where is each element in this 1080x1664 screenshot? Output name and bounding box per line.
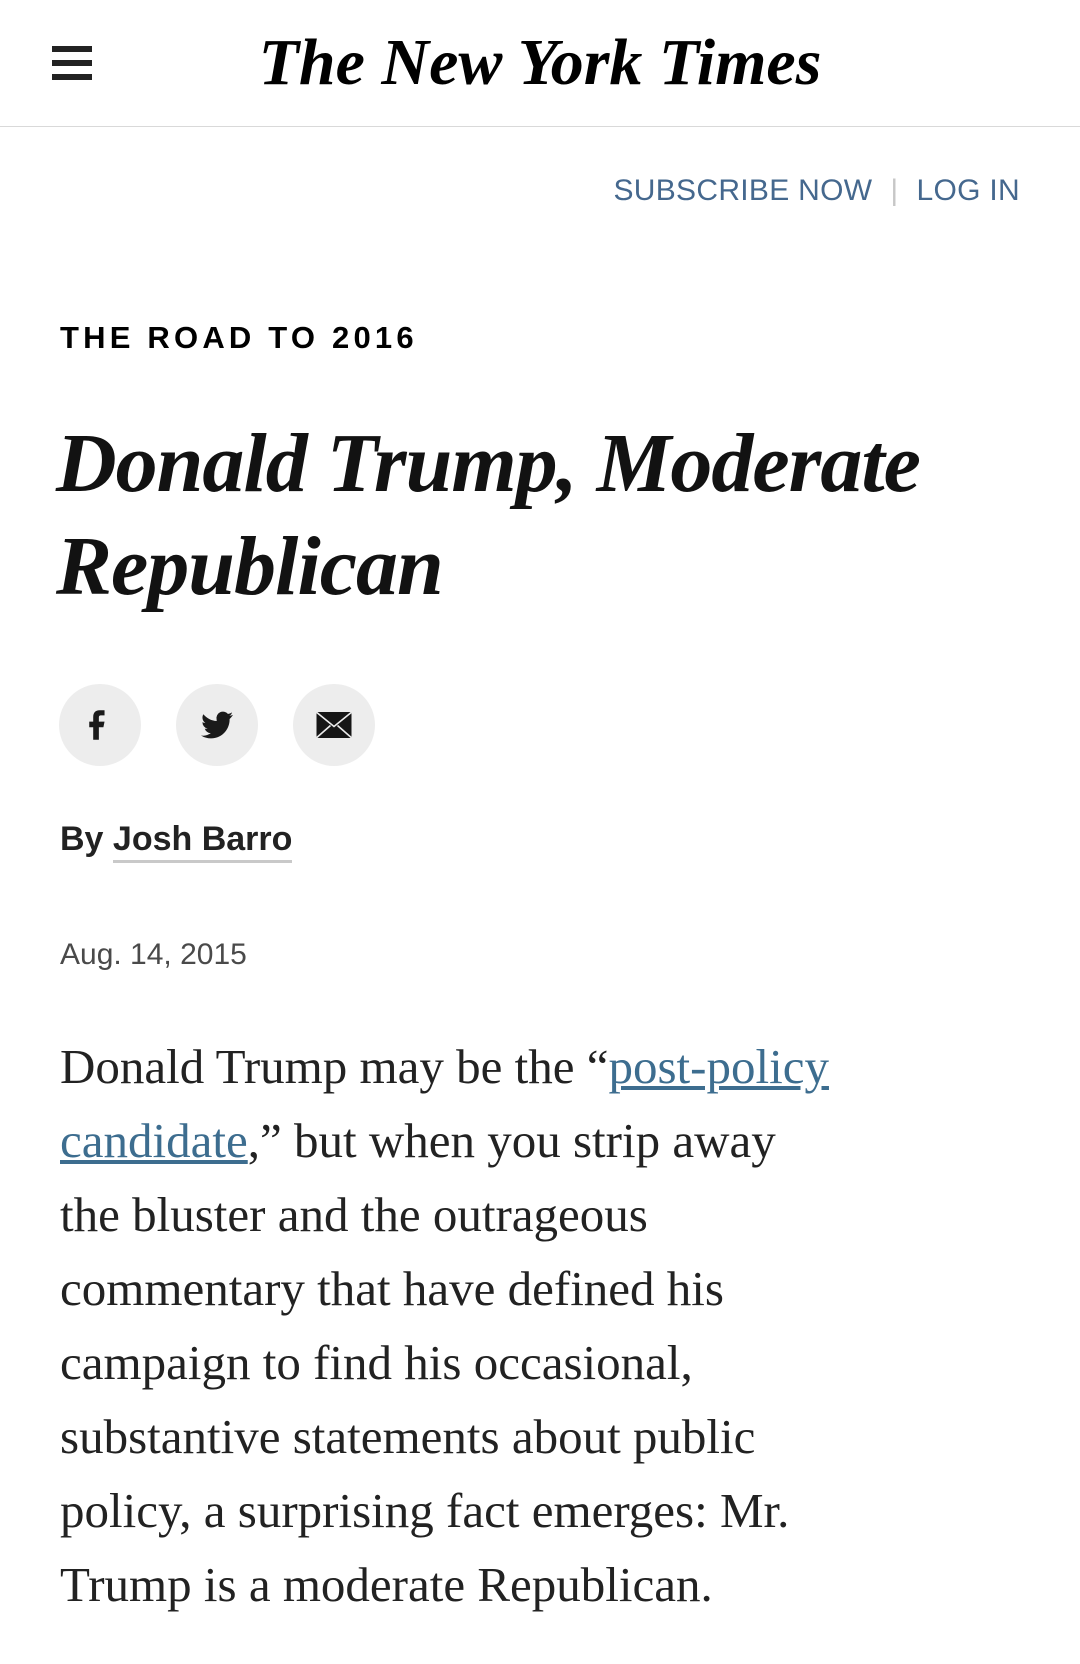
svg-text:The New York Times: The New York Times — [259, 26, 822, 96]
